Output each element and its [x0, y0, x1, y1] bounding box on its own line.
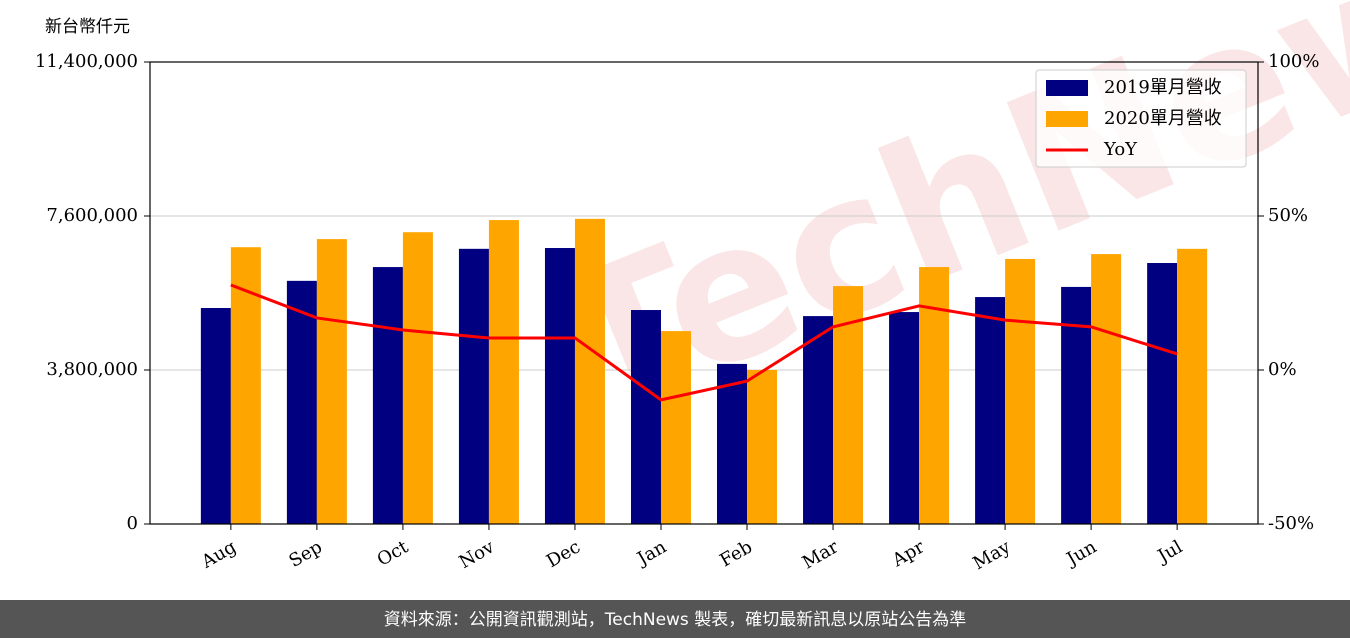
line [230, 283, 1178, 402]
legend-label: 2019單月營收 [1104, 77, 1222, 98]
bar [230, 247, 261, 524]
bar [975, 297, 1006, 524]
plot-frame [149, 61, 1259, 525]
bar [747, 370, 778, 524]
x-tick-label: Mar [799, 536, 843, 573]
x-tick-label: Oct [374, 536, 413, 571]
legend-swatch [1046, 111, 1088, 127]
bar [1147, 263, 1178, 524]
bar [889, 312, 920, 524]
y2-tick-label: 0% [1268, 359, 1297, 380]
x-tick-label: Feb [716, 536, 756, 571]
bar [458, 248, 489, 525]
footer-text: 資料來源：公開資訊觀測站，TechNews 製表，確切最新訊息以原站公告為準 [384, 610, 966, 630]
bar [402, 232, 433, 525]
bar [1061, 286, 1092, 524]
x-tick-label: May [970, 536, 1015, 574]
bar [1091, 254, 1122, 525]
bar [803, 316, 834, 524]
y-tick-label: 3,800,000 [46, 359, 138, 380]
y2-tick-label: 100% [1268, 51, 1319, 72]
bar [1177, 248, 1208, 525]
x-tick-label: Aug [197, 536, 240, 573]
bar [316, 239, 347, 524]
y-tick-label: 11,400,000 [35, 51, 138, 72]
legend-swatch [1046, 80, 1088, 96]
legend-label: YoY [1103, 139, 1138, 160]
x-tick-label: Sep [285, 536, 325, 571]
bar [717, 363, 748, 524]
bar [286, 280, 317, 524]
footer-bar [0, 600, 1350, 638]
y-axis-label: 新台幣仟元 [45, 17, 130, 37]
bar [488, 220, 519, 525]
bar [660, 331, 691, 524]
x-tick-label: Nov [456, 536, 499, 573]
x-tick-label: Jan [632, 536, 670, 570]
y2-tick-label: -50% [1268, 513, 1314, 534]
bar [1005, 258, 1036, 524]
bar [372, 267, 403, 524]
y2-tick-label: 50% [1268, 205, 1308, 226]
y-tick-label: 7,600,000 [46, 205, 138, 226]
bar [630, 310, 661, 524]
bar [574, 218, 605, 524]
x-tick-label: Jul [1153, 536, 1187, 568]
bar [544, 248, 575, 524]
x-tick-label: Jun [1062, 536, 1101, 571]
bar [200, 307, 231, 524]
x-tick-label: Apr [888, 536, 928, 571]
y-tick-label: 0 [127, 513, 138, 534]
legend-box [1035, 69, 1247, 168]
x-tick-label: Dec [543, 536, 584, 572]
legend-label: 2020單月營收 [1104, 108, 1222, 129]
